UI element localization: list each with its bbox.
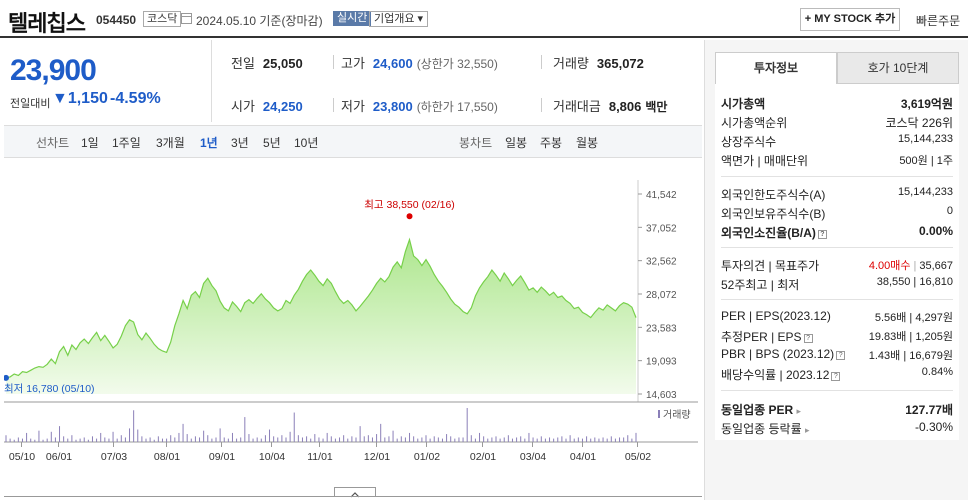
trade-amount: 거래대금 8,806 백만 (553, 99, 668, 114)
chevron-right-icon: ▸ (804, 425, 810, 435)
sector-change-row: 동일업종 등락률 ▸ -0.30% (721, 420, 953, 436)
chart-scroll-track (4, 496, 702, 497)
tab-3month[interactable]: 3개월 (156, 136, 185, 150)
tab-monthly-candle[interactable]: 월봉 (576, 136, 599, 150)
volume-legend: 거래량 (663, 409, 691, 421)
title-bar: 텔레칩스 054450 코스닥 2024.05.10 기준(장마감) 실시간 기… (0, 0, 968, 38)
tab-orderbook[interactable]: 호가 10단계 (837, 52, 959, 84)
est-per-eps-row: 추정PER | EPS? 19.83배 | 1,205원 (721, 330, 953, 344)
52week-row: 52주최고 | 최저 38,550 | 16,810 (721, 276, 953, 292)
price-change: ▼1,150 (52, 90, 108, 107)
price-line (5, 237, 637, 379)
tab-10year[interactable]: 10년 (294, 136, 319, 150)
x-tick-label: 05/02 (625, 451, 651, 463)
tab-5year[interactable]: 5년 (263, 136, 281, 150)
foreign-holding-row: 외국인보유주식수(B) 0 (721, 205, 953, 221)
compare-label: 전일대비 (10, 98, 51, 110)
add-mystock-button[interactable]: + MY STOCK 추가 (800, 8, 900, 31)
chart-scroll-handle[interactable] (334, 487, 376, 498)
per-eps-row: PER | EPS(2023.12) 5.56배 | 4,297원 (721, 309, 953, 324)
market-cap-row: 시가총액 3,619억원 (721, 97, 953, 111)
y-tick-label: 28,072 (646, 290, 677, 301)
stock-code: 054450 (96, 13, 137, 27)
tab-1day[interactable]: 1일 (81, 136, 99, 150)
candle-chart-label: 봉차트 (459, 136, 493, 150)
foreign-limit-row: 외국인한도주식수(A) 15,144,233 (721, 186, 953, 202)
market-badge: 코스닥 (143, 11, 182, 27)
y-tick-label: 37,052 (646, 223, 677, 234)
x-tick-label: 12/01 (364, 451, 390, 463)
x-tick-label: 09/01 (209, 451, 235, 463)
chart-period-tabs: 선차트 1일 1주일 3개월 1년 3년 5년 10년 봉차트 일봉 주봉 월봉 (4, 125, 702, 158)
help-icon[interactable]: ? (803, 334, 813, 343)
dividend-row: 배당수익률 | 2023.12? 0.84% (721, 366, 953, 382)
low-price: 저가 23,800 (하한가 17,550) (341, 99, 498, 114)
stock-name: 텔레칩스 (8, 11, 86, 36)
x-tick-label: 10/04 (259, 451, 285, 463)
volume: 거래량 365,072 (553, 56, 644, 71)
price-area (6, 239, 636, 394)
line-chart-label: 선차트 (36, 136, 70, 150)
help-icon[interactable]: ? (836, 351, 846, 360)
tab-1year[interactable]: 1년 (200, 136, 218, 150)
chevron-right-icon: ▸ (796, 406, 802, 416)
x-tick-label: 03/04 (520, 451, 546, 463)
x-tick-label: 04/01 (570, 451, 596, 463)
market-cap-rank-row: 시가총액순위 코스닥 226위 (721, 116, 953, 130)
x-tick-label: 05/10 (9, 451, 35, 463)
tab-daily-candle[interactable]: 일봉 (505, 136, 528, 150)
x-tick-label: 01/02 (414, 451, 440, 463)
open-price: 시가 24,250 (231, 99, 303, 114)
x-tick-label: 07/03 (101, 451, 127, 463)
chevron-up-icon (350, 492, 360, 498)
company-info-dropdown[interactable]: 기업개요 ▾ (369, 11, 429, 27)
price-change-pct: -4.59% (110, 90, 161, 107)
current-price: 23,900 (10, 54, 97, 87)
x-tick-label: 02/01 (470, 451, 496, 463)
volume-legend-swatch (658, 410, 660, 418)
y-tick-label: 23,583 (646, 323, 677, 334)
y-tick-label: 14,603 (646, 390, 677, 401)
min-label: 최저 16,780 (05/10) (4, 383, 95, 395)
quick-order-link[interactable]: 빠른주문 (916, 14, 961, 28)
tab-1week[interactable]: 1주일 (112, 136, 141, 150)
tab-3year[interactable]: 3년 (231, 136, 249, 150)
par-value-row: 액면가 | 매매단위 500원 | 1주 (721, 154, 953, 168)
price-chart[interactable]: 41,542 37,052 32,562 28,072 23,583 19,093 14,6… (4, 160, 702, 490)
x-tick-label: 08/01 (154, 451, 180, 463)
price-box: 23,900 전일대비 ▼1,150 -4.59% (0, 40, 212, 122)
tab-weekly-candle[interactable]: 주봉 (540, 136, 563, 150)
min-point (4, 374, 9, 381)
y-tick-label: 32,562 (646, 257, 677, 268)
y-tick-label: 41,542 (646, 190, 677, 201)
y-tick-label: 19,093 (646, 357, 677, 368)
help-icon[interactable]: ? (831, 372, 841, 381)
side-tabs: 투자정보 호가 10단계 (715, 52, 959, 84)
invest-info-content: 시가총액 3,619억원 시가총액순위 코스닥 226위 상장주식수 15,144,2… (715, 84, 959, 440)
as-of-date: 2024.05.10 기준(장마감) (196, 14, 323, 28)
x-tick-label: 06/01 (46, 451, 72, 463)
prev-close: 전일 25,050 (231, 56, 303, 71)
max-point (406, 213, 413, 220)
listed-shares-row: 상장주식수 15,144,233 (721, 133, 953, 149)
high-price: 고가 24,600 (상한가 32,550) (341, 56, 498, 71)
calendar-icon (181, 13, 192, 24)
realtime-badge[interactable]: 실시간 (333, 11, 372, 26)
tab-invest-info[interactable]: 투자정보 (715, 52, 837, 84)
foreign-exhaustion-row: 외국인소진율(B/A)? 0.00% (721, 224, 953, 240)
help-icon[interactable]: ? (817, 230, 827, 239)
sector-per-row: 동일업종 PER ▸ 127.77배 (721, 403, 953, 417)
invest-info-panel: 투자정보 호가 10단계 시가총액 3,619억원 시가총액순위 코스닥 226위 … (704, 40, 968, 500)
x-tick-label: 11/01 (307, 451, 333, 463)
opinion-target-row: 투자의견 | 목표주가 4.00매수 | 35,667 (721, 259, 953, 273)
price-summary: 전일 25,050 고가 24,600 (상한가 32,550) 거래량 365,072… (213, 40, 703, 122)
max-label: 최고 38,550 (02/16) (364, 199, 455, 211)
pbr-bps-row: PBR | BPS (2023.12)? 1.43배 | 16,679원 (721, 347, 953, 362)
